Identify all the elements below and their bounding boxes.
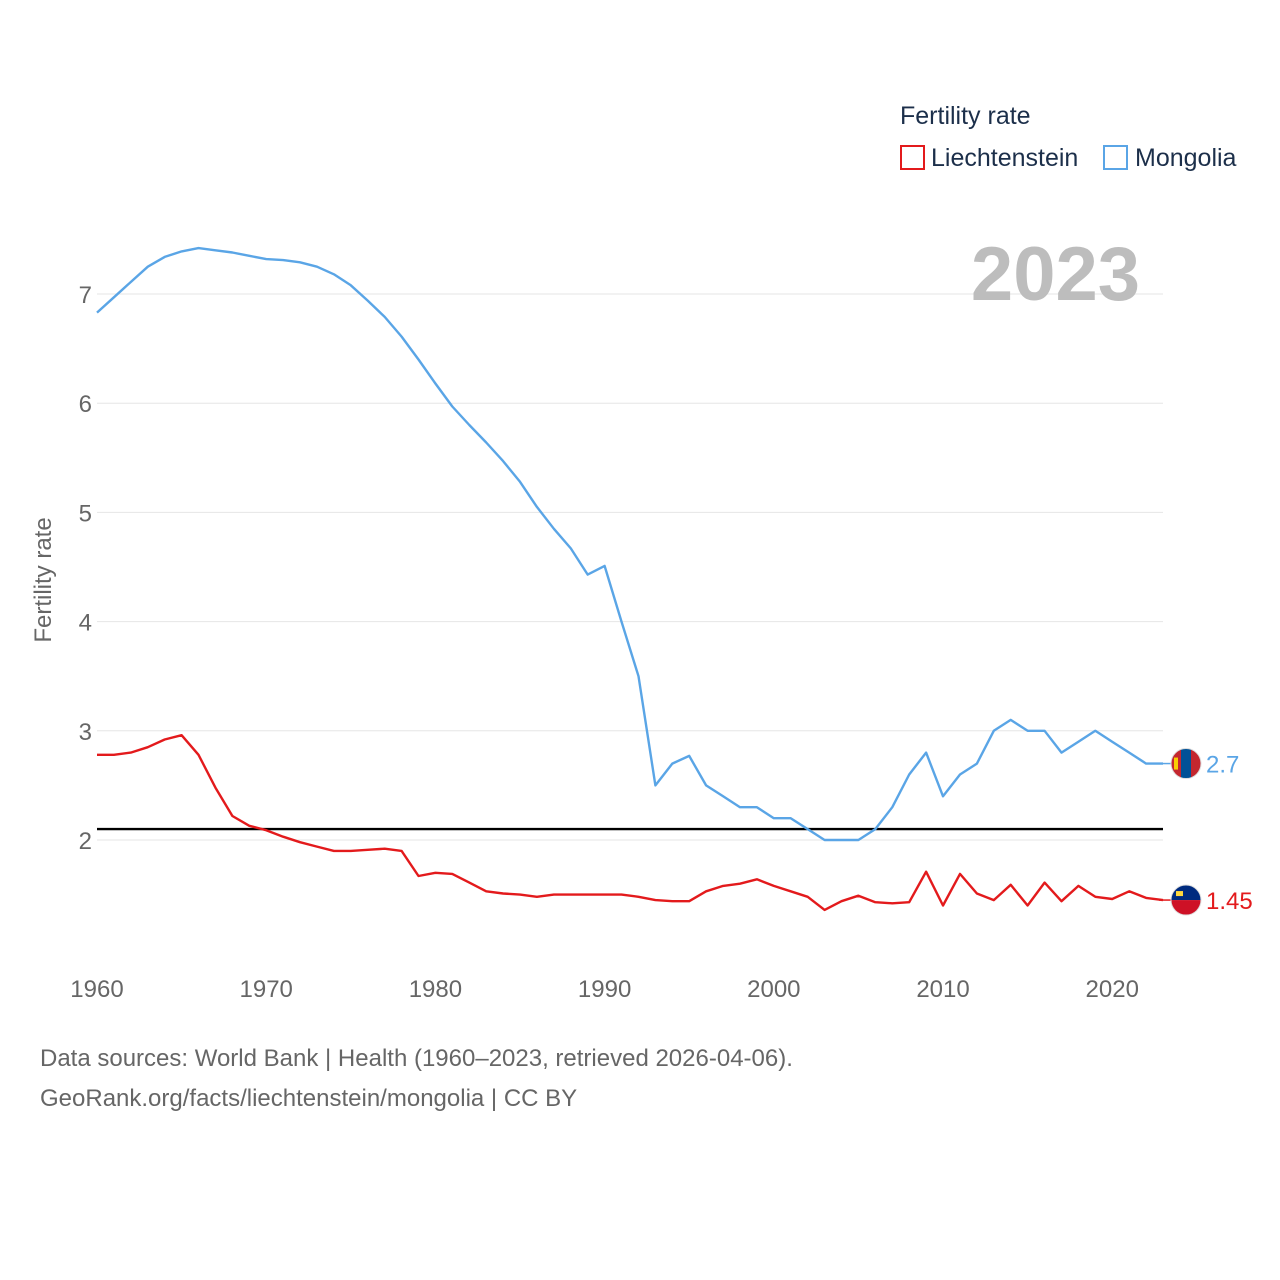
year-label: 2023 — [971, 232, 1140, 317]
y-tick-label-7: 7 — [79, 282, 92, 309]
x-tick-label-2000: 2000 — [747, 976, 800, 1003]
legend-label-liechtenstein: Liechtenstein — [931, 144, 1078, 172]
series-line-mongolia[interactable] — [96, 246, 1163, 842]
legend-swatch-mongolia — [1103, 145, 1128, 170]
x-tick-label-1990: 1990 — [578, 976, 631, 1003]
liechtenstein-flag-icon — [1170, 884, 1202, 916]
y-axis-ticks: 2 3 4 5 6 7 — [79, 282, 92, 855]
gridlines — [97, 293, 1163, 841]
x-tick-label-2010: 2010 — [916, 976, 969, 1003]
legend-title: Fertility rate — [900, 102, 1031, 130]
y-tick-label-6: 6 — [79, 391, 92, 418]
x-tick-label-2020: 2020 — [1086, 976, 1139, 1003]
y-axis-title: Fertility rate — [30, 517, 57, 642]
end-label-mongolia: 2.7 — [1206, 752, 1239, 779]
x-tick-label-1970: 1970 — [240, 976, 293, 1003]
y-tick-label-4: 4 — [79, 610, 92, 637]
legend-label-mongolia: Mongolia — [1135, 144, 1237, 172]
series-lines — [96, 246, 1164, 912]
y-tick-label-5: 5 — [79, 500, 92, 527]
legend-swatch-liechtenstein — [900, 145, 925, 170]
x-tick-label-1960: 1960 — [70, 976, 123, 1003]
series-line-liechtenstein[interactable] — [97, 734, 1164, 912]
mongolia-flag-icon — [1170, 748, 1202, 780]
legend-item-mongolia[interactable]: Mongolia — [1103, 144, 1237, 172]
end-label-liechtenstein: 1.45 — [1206, 888, 1253, 915]
x-tick-label-1980: 1980 — [409, 976, 462, 1003]
y-tick-label-2: 2 — [79, 828, 92, 855]
end-markers: 1.45 2.7 — [1159, 748, 1253, 916]
footer-link[interactable]: GeoRank.org/facts/liechtenstein/mongolia… — [40, 1085, 578, 1112]
legend-item-liechtenstein[interactable]: Liechtenstein — [900, 144, 1078, 172]
footer-sources: Data sources: World Bank | Health (1960–… — [40, 1045, 793, 1072]
y-tick-label-3: 3 — [79, 719, 92, 746]
x-axis-ticks: 1960 1970 1980 1990 2000 2010 2020 — [70, 976, 1139, 1003]
fertility-chart: 2 3 4 5 6 7 1960 1970 1980 1990 2000 2010 2020 Fert… — [30, 102, 1253, 1003]
